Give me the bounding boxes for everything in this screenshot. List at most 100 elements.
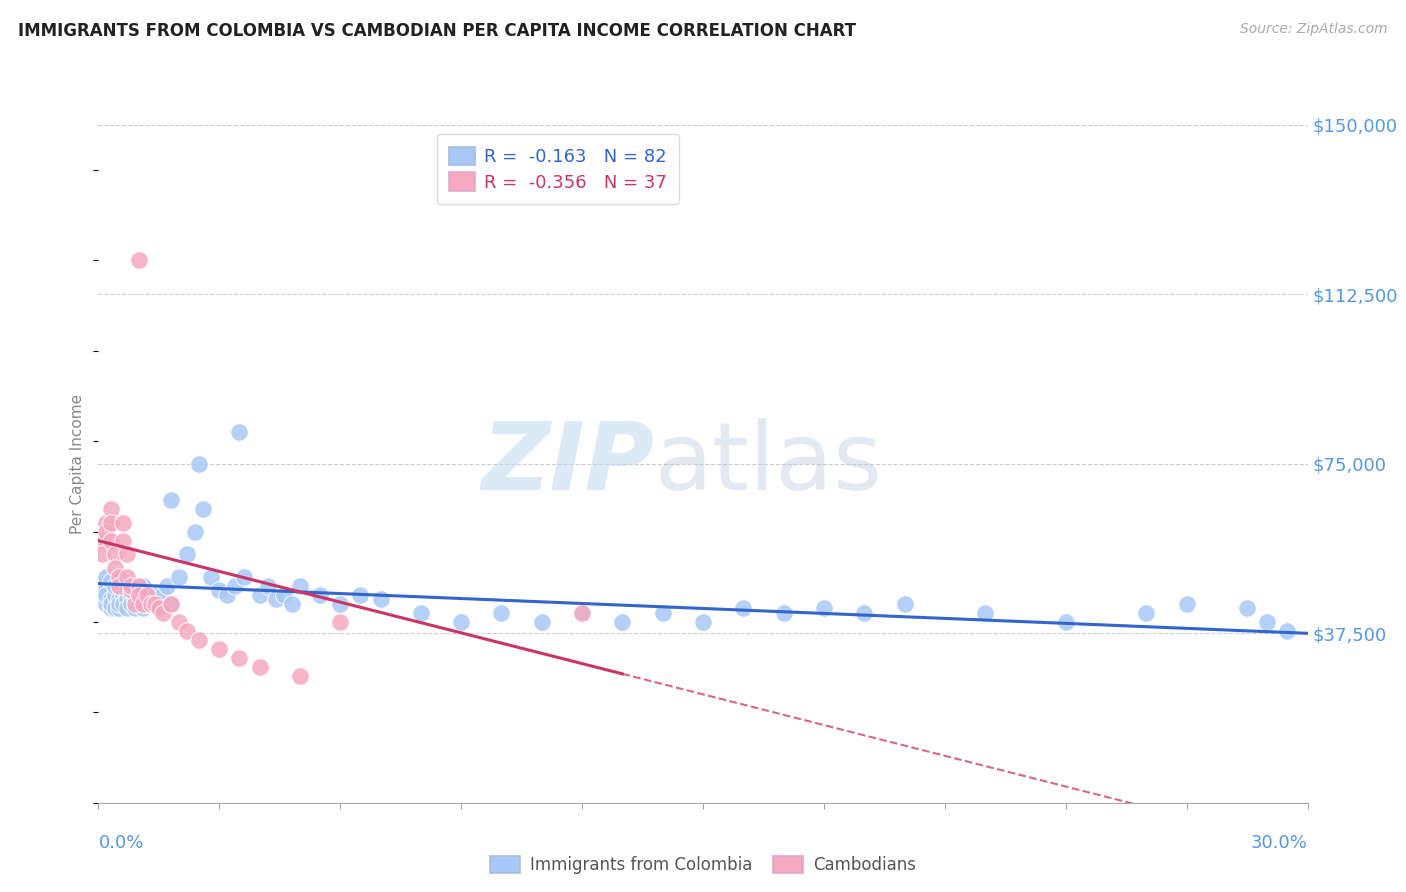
Point — [132, 579, 155, 593]
Point — [132, 597, 155, 611]
Point — [288, 579, 311, 593]
Point — [120, 588, 142, 602]
Point — [111, 516, 134, 530]
Point — [111, 588, 134, 602]
Point — [156, 579, 179, 593]
Point — [349, 588, 371, 602]
Point — [107, 592, 129, 607]
Point — [96, 516, 118, 530]
Point — [167, 615, 190, 629]
Point — [96, 570, 118, 584]
Point — [135, 588, 157, 602]
Point — [128, 253, 150, 268]
Point — [273, 588, 295, 602]
Point — [124, 592, 146, 607]
Point — [91, 547, 114, 561]
Legend: Immigrants from Colombia, Cambodians: Immigrants from Colombia, Cambodians — [482, 847, 924, 882]
Point — [100, 516, 122, 530]
Point — [188, 457, 211, 471]
Point — [115, 601, 138, 615]
Point — [1277, 624, 1299, 638]
Y-axis label: Per Capita Income: Per Capita Income — [70, 393, 86, 534]
Point — [193, 502, 215, 516]
Point — [128, 588, 150, 602]
Point — [107, 601, 129, 615]
Point — [120, 579, 142, 593]
Text: atlas: atlas — [655, 417, 883, 510]
Text: 0.0%: 0.0% — [98, 834, 143, 852]
Point — [143, 588, 166, 602]
Point — [1175, 597, 1198, 611]
Point — [103, 579, 125, 593]
Point — [571, 606, 593, 620]
Point — [232, 570, 254, 584]
Point — [329, 597, 352, 611]
Point — [200, 570, 222, 584]
Point — [91, 579, 114, 593]
Point — [96, 583, 118, 598]
Point — [733, 601, 755, 615]
Point — [132, 601, 155, 615]
Text: Source: ZipAtlas.com: Source: ZipAtlas.com — [1240, 22, 1388, 37]
Point — [135, 597, 157, 611]
Text: IMMIGRANTS FROM COLOMBIA VS CAMBODIAN PER CAPITA INCOME CORRELATION CHART: IMMIGRANTS FROM COLOMBIA VS CAMBODIAN PE… — [18, 22, 856, 40]
Point — [120, 583, 142, 598]
Point — [1256, 615, 1278, 629]
Point — [612, 615, 634, 629]
Point — [571, 606, 593, 620]
Point — [217, 588, 239, 602]
Point — [100, 601, 122, 615]
Point — [120, 579, 142, 593]
Point — [160, 597, 183, 611]
Point — [107, 570, 129, 584]
Point — [103, 588, 125, 602]
Point — [176, 624, 198, 638]
Point — [370, 592, 392, 607]
Point — [128, 583, 150, 598]
Point — [103, 547, 125, 561]
Point — [111, 597, 134, 611]
Point — [160, 597, 183, 611]
Point — [1054, 615, 1077, 629]
Point — [208, 583, 231, 598]
Point — [1135, 606, 1157, 620]
Point — [188, 633, 211, 648]
Point — [91, 588, 114, 602]
Point — [115, 547, 138, 561]
Point — [100, 592, 122, 607]
Point — [148, 597, 170, 611]
Point — [450, 615, 472, 629]
Point — [184, 524, 207, 539]
Point — [115, 583, 138, 598]
Point — [107, 579, 129, 593]
Point — [139, 592, 162, 607]
Point — [128, 597, 150, 611]
Point — [813, 601, 835, 615]
Point — [91, 533, 114, 548]
Point — [128, 579, 150, 593]
Point — [491, 606, 513, 620]
Point — [152, 606, 174, 620]
Point — [128, 588, 150, 602]
Point — [228, 425, 250, 440]
Point — [135, 588, 157, 602]
Point — [96, 588, 118, 602]
Point — [249, 588, 271, 602]
Point — [124, 601, 146, 615]
Point — [152, 588, 174, 602]
Point — [288, 669, 311, 683]
Text: 30.0%: 30.0% — [1251, 834, 1308, 852]
Point — [100, 502, 122, 516]
Point — [256, 579, 278, 593]
Point — [264, 592, 287, 607]
Point — [124, 597, 146, 611]
Point — [176, 547, 198, 561]
Point — [281, 597, 304, 611]
Point — [115, 570, 138, 584]
Point — [853, 606, 876, 620]
Point — [103, 561, 125, 575]
Point — [228, 651, 250, 665]
Point — [249, 660, 271, 674]
Point — [100, 533, 122, 548]
Point — [409, 606, 432, 620]
